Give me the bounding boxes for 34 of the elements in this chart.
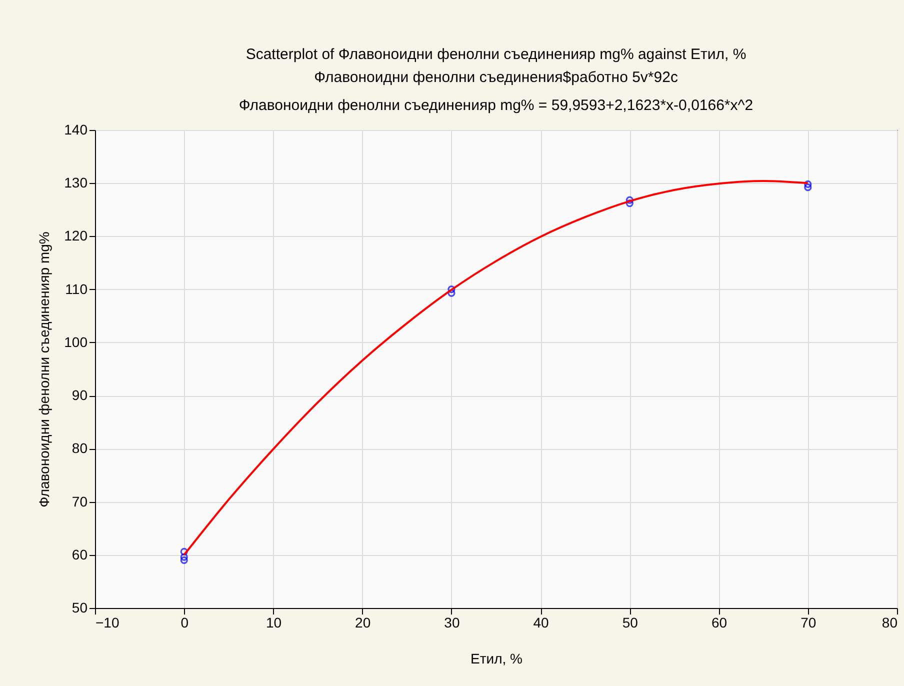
y-tick-label: 130	[64, 174, 88, 191]
x-tick-label: 30	[444, 614, 460, 630]
x-tick-label: 80	[882, 614, 898, 630]
point	[448, 286, 456, 294]
point	[804, 180, 812, 188]
x-tick-label: 60	[711, 614, 728, 630]
y-tick-label: 90	[72, 387, 88, 404]
y-tick-label: 110	[65, 280, 88, 297]
x-tick-label: −10	[96, 614, 120, 630]
x-tick-label: 10	[266, 614, 282, 630]
point	[180, 556, 188, 564]
x-tick-label: 0	[180, 614, 189, 630]
point	[180, 548, 188, 556]
chart-subtitle: Флавоноидни фенолни съединения$работно 5v*92c Флавоноидни фенолни съединенияр mg% = 59,9593+2,1623*x-0,0166*x^2	[238, 69, 754, 114]
point	[448, 289, 456, 297]
x-tick-label: 50	[622, 614, 638, 630]
point	[626, 196, 634, 204]
y-tick-label: 120	[64, 228, 88, 244]
point	[180, 553, 188, 561]
point	[804, 184, 812, 192]
x-tick-label: 40	[533, 614, 550, 630]
y-tick-label: 50	[72, 600, 88, 616]
y-tick-label: 60	[72, 546, 88, 562]
y-tick-label: 140	[64, 122, 88, 138]
chart-title: Scatterplot of Флавоноидни фенолни съединенияр mg% against Етил, %	[246, 46, 746, 63]
x-axis-title: Етил, %	[470, 650, 522, 666]
y-tick-label: 70	[72, 493, 88, 510]
x-tick-label: 20	[355, 614, 371, 630]
y-tick-label: 80	[72, 440, 88, 456]
x-tick-label: 70	[800, 614, 816, 630]
line-series	[183, 180, 809, 556]
y-axis-title: Флавоноидни фенолни съединенияр mg%	[36, 232, 52, 508]
y-tick-label: 100	[64, 334, 88, 350]
point	[626, 200, 634, 208]
